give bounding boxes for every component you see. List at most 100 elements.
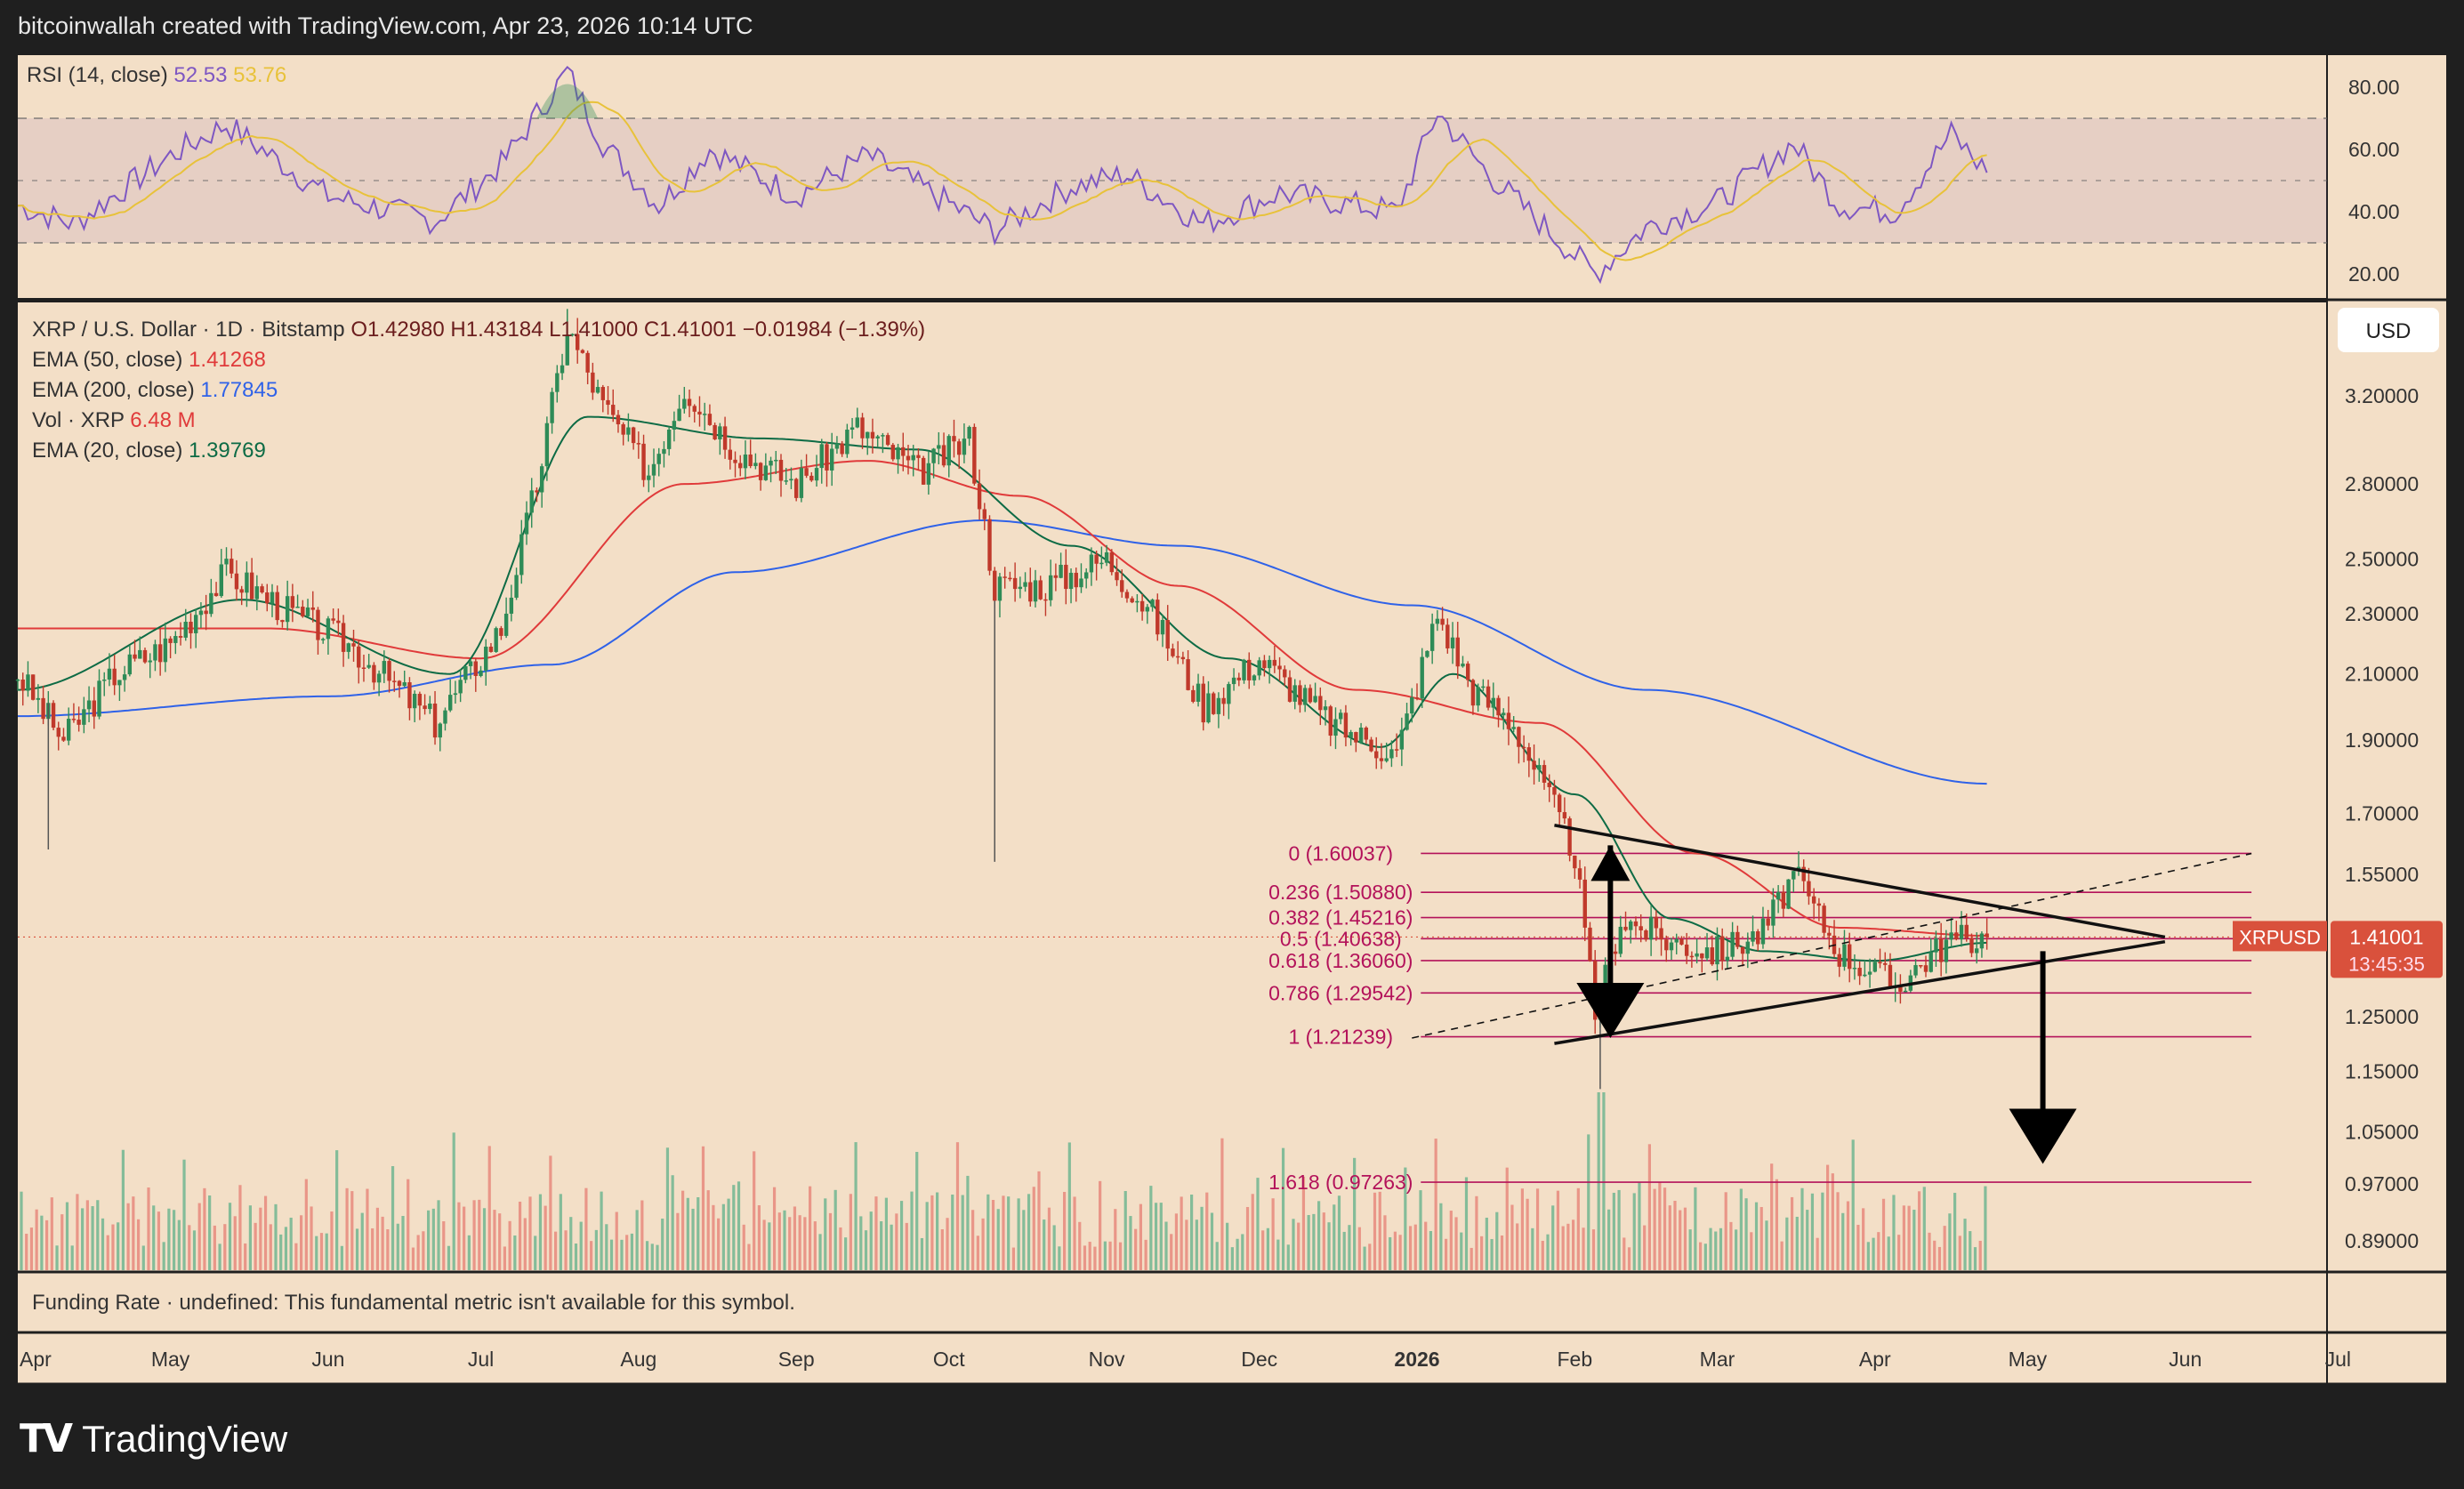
- candle-body: [921, 457, 926, 485]
- candle-body: [133, 654, 137, 659]
- volume-bar: [1002, 1195, 1005, 1270]
- volume-bar: [1897, 1235, 1901, 1270]
- volume-bar: [717, 1218, 721, 1270]
- candle-body: [1135, 600, 1139, 603]
- main-panel-bg: [18, 302, 2327, 1272]
- candle-body: [672, 421, 677, 430]
- price-axis-label: 2.10000: [2345, 663, 2419, 686]
- volume-bar: [1251, 1194, 1254, 1270]
- candle-body: [881, 435, 885, 437]
- volume-bar: [1673, 1200, 1677, 1270]
- tradingview-logo[interactable]: TV TradingView: [20, 1416, 287, 1461]
- volume-bar: [1714, 1231, 1718, 1270]
- volume-bar: [1928, 1232, 1931, 1270]
- candle-body: [1150, 600, 1155, 608]
- volume-bar: [1826, 1164, 1830, 1270]
- candle-body: [1130, 598, 1134, 603]
- volume-bar: [1963, 1219, 1967, 1270]
- candle-body: [189, 622, 193, 633]
- volume-bar: [467, 1235, 471, 1270]
- volume-bar: [350, 1191, 354, 1270]
- candle-body: [666, 429, 672, 449]
- volume-bar: [1683, 1207, 1687, 1270]
- candle-body: [1445, 624, 1450, 648]
- candle-body: [1730, 931, 1735, 957]
- volume-bar: [1043, 1219, 1046, 1270]
- volume-bar: [310, 1206, 313, 1270]
- candle-body: [1364, 728, 1368, 740]
- volume-bar: [1429, 1230, 1433, 1270]
- candle-body: [1934, 938, 1938, 953]
- volume-bar: [162, 1242, 165, 1270]
- volume-bar: [884, 1197, 888, 1270]
- volume-bar: [1348, 1225, 1351, 1270]
- candle-body: [336, 620, 341, 624]
- candle-body: [911, 455, 915, 461]
- candle-body: [76, 720, 81, 725]
- volume-bar: [1159, 1203, 1163, 1270]
- candle-body: [977, 483, 982, 510]
- time-axis-label: Nov: [1089, 1348, 1125, 1371]
- volume-bar: [1535, 1188, 1540, 1270]
- volume-bar: [569, 1217, 573, 1270]
- price-axis-label: 1.70000: [2345, 802, 2419, 825]
- volume-bar: [208, 1195, 212, 1270]
- volume-bar: [783, 1210, 786, 1270]
- candle-body: [901, 447, 906, 456]
- volume-bar: [493, 1210, 496, 1270]
- candle-body: [1700, 953, 1704, 959]
- candle-body: [1323, 706, 1328, 711]
- rsi-legend: RSI (14, close) 52.53 53.76: [27, 63, 286, 87]
- volume-bar: [1744, 1198, 1748, 1270]
- candle-body: [1109, 551, 1114, 573]
- candle-body: [763, 465, 769, 480]
- volume-bar: [1337, 1195, 1341, 1270]
- candle-body: [1496, 697, 1501, 716]
- rsi-axis-label: 60.00: [2348, 138, 2400, 161]
- volume-bar: [1312, 1213, 1316, 1270]
- candle-body: [1399, 729, 1405, 750]
- candle-body: [1588, 927, 1592, 962]
- ema50-legend-label: EMA (50, close): [32, 348, 189, 372]
- candle-body: [866, 431, 870, 439]
- volume-bar: [1617, 1189, 1621, 1270]
- candle-body: [1577, 868, 1582, 880]
- volume-bar: [1123, 1190, 1127, 1270]
- candle-body: [1379, 758, 1384, 761]
- candle-body: [631, 427, 636, 444]
- volume-bar: [1357, 1227, 1361, 1270]
- volume-bar: [1256, 1178, 1260, 1270]
- candle-body: [331, 618, 335, 621]
- volume-bar: [986, 1194, 990, 1270]
- volume-bar: [584, 1187, 588, 1270]
- price-badge-value: 1.41001: [2349, 925, 2423, 948]
- volume-bar: [1668, 1205, 1671, 1270]
- volume-bar: [1887, 1236, 1890, 1270]
- candle-body: [519, 534, 524, 575]
- candle-body: [845, 430, 850, 455]
- volume-bar: [620, 1239, 624, 1270]
- volume-bar: [1413, 1224, 1417, 1270]
- candle-body: [799, 468, 804, 498]
- candle-body: [423, 705, 427, 710]
- candle-body: [26, 674, 30, 691]
- volume-bar: [1892, 1195, 1896, 1270]
- volume-bar: [1495, 1211, 1499, 1270]
- volume-bar: [706, 1190, 710, 1270]
- candle-body: [1526, 747, 1532, 761]
- volume-bar: [981, 1218, 985, 1270]
- volume-bar: [534, 1235, 537, 1270]
- volume-bar: [768, 1222, 771, 1270]
- volume-bar: [1078, 1221, 1082, 1270]
- candle-body: [417, 693, 423, 706]
- candle-body: [1949, 932, 1953, 940]
- candle-body: [560, 365, 565, 374]
- candle-body: [769, 460, 773, 466]
- arrow-head: [1576, 982, 1645, 1038]
- candle-body: [178, 636, 183, 638]
- volume-bar: [1770, 1163, 1774, 1270]
- candle-body: [535, 490, 539, 493]
- footer-bar: [0, 1384, 2464, 1489]
- volume-bar: [1500, 1235, 1504, 1270]
